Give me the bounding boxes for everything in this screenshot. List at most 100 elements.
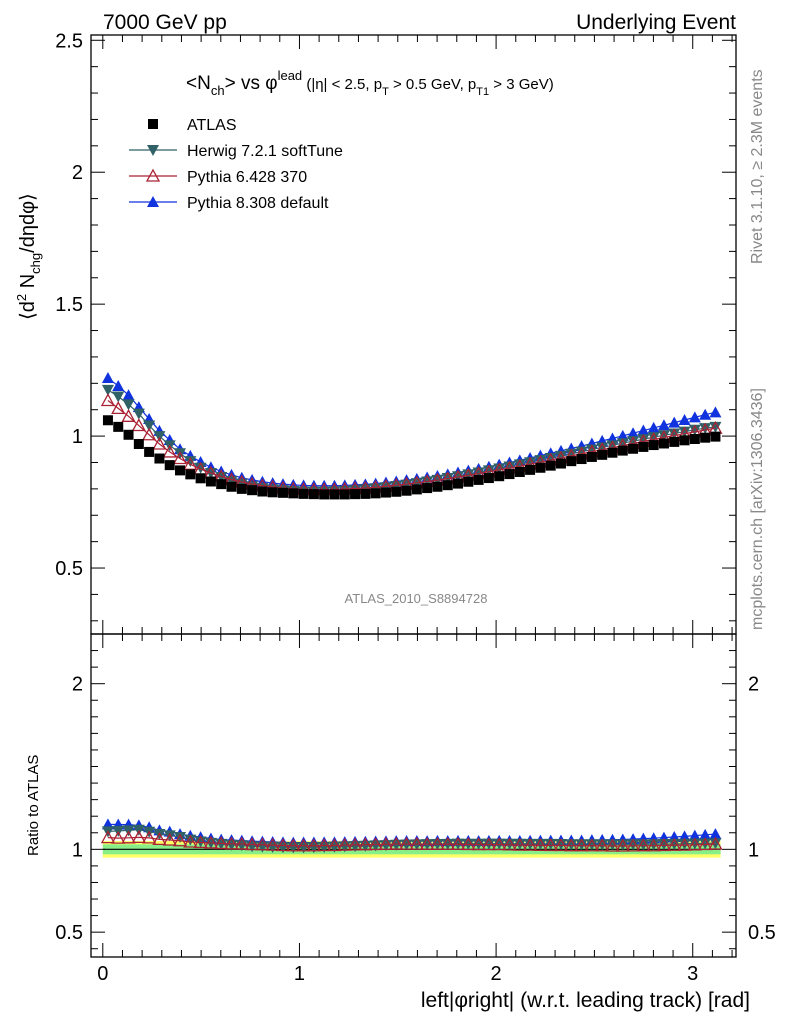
ratio-point-pythia-6-428-370 [358,837,373,851]
ratio-point-pythia-6-428-370 [111,830,126,844]
ratio-point-herwig-7-2-1-softtune [616,839,629,851]
ratio-point-pythia-6-428-370 [502,837,517,851]
ratio-point-herwig-7-2-1-softtune [575,839,588,851]
ratio-point-pythia-6-428-370 [481,837,497,851]
tick-labels-group: 0.5 1 1.5 2 2.5 0.5 0.5 1 1 2 2 0 1 2 3 [55,30,776,985]
ratio-y-tick-label: 2 [72,674,83,696]
main-point-atlas [226,481,237,492]
ratio-y-tick-label-right: 2 [748,674,759,696]
main-point-atlas [133,439,144,450]
axes-group [90,34,737,958]
main-point-atlas [185,469,196,480]
main-point-pythia-6-428-370 [111,401,126,415]
main-point-herwig-7-2-1-softtune [184,456,197,468]
legend-label-atlas: ATLAS [187,117,237,134]
ticks-group [91,35,736,957]
ratio-point-pythia-6-428-370 [605,838,620,852]
main-point-atlas [576,454,587,465]
main-point-atlas [195,473,206,484]
main-point-atlas [545,460,556,471]
ratio-point-pythia-6-428-370 [265,837,280,851]
main-point-atlas [277,487,288,498]
ratio-y-tick-label: 1 [72,839,83,861]
x-tick-label: 2 [491,963,502,985]
main-point-atlas [113,421,124,432]
main-point-atlas [164,460,175,471]
main-point-pythia-8-308-default [637,424,650,436]
main-point-pythia-8-308-default [709,406,722,418]
ratio-point-pythia-6-428-370 [471,837,486,851]
ratio-point-pythia-6-428-370 [492,837,507,851]
main-point-atlas [504,469,515,480]
main-point-atlas [453,478,464,489]
ratio-point-herwig-7-2-1-softtune [554,838,567,850]
ratio-point-herwig-7-2-1-softtune [410,839,423,851]
ratio-point-pythia-6-428-370 [574,838,589,852]
ratio-point-pythia-6-428-370 [450,836,466,850]
main-point-herwig-7-2-1-softtune [647,432,660,444]
ylabel-chg-sub: chg [28,253,43,274]
ratio-point-herwig-7-2-1-softtune [174,831,187,843]
main-point-atlas [535,462,546,473]
ratio-point-pythia-8-308-default [688,829,701,841]
ratio-point-herwig-7-2-1-softtune [513,838,526,850]
main-point-atlas [339,489,350,500]
main-point-herwig-7-2-1-softtune [606,440,619,452]
main-point-atlas [236,483,247,494]
main-point-pythia-8-308-default [122,389,135,401]
ratio-point-pythia-6-428-370 [255,837,270,851]
title-t2-sub: T1 [476,86,489,98]
main-point-atlas [483,473,494,484]
analysis-watermark: ATLAS_2010_S8894728 [345,591,488,606]
ratio-point-pythia-6-428-370 [522,837,538,851]
main-point-atlas [473,474,484,485]
main-point-atlas [648,440,659,451]
main-point-herwig-7-2-1-softtune [565,448,578,460]
ratio-point-pythia-6-428-370 [131,830,146,844]
main-point-herwig-7-2-1-softtune [410,478,423,490]
ratio-panel-frame [90,633,737,958]
ratio-point-pythia-6-428-370 [172,833,188,847]
main-point-atlas [350,489,361,500]
main-y-tick-label: 1.5 [55,294,83,316]
main-point-atlas [102,415,113,426]
main-point-pythia-6-428-370 [162,444,177,458]
title-t1-sub: T [382,86,389,98]
ratio-y-tick-label-right: 0.5 [748,922,776,944]
main-point-herwig-7-2-1-softtune [585,444,598,456]
main-point-herwig-7-2-1-softtune [482,465,495,477]
ratio-point-pythia-6-428-370 [368,837,383,851]
main-point-atlas [205,476,216,487]
ratio-point-pythia-6-428-370 [193,835,208,849]
ratio-point-herwig-7-2-1-softtune [565,839,578,851]
ylabel-n: N [17,274,39,294]
ratio-point-herwig-7-2-1-softtune [647,839,660,851]
ratio-point-pythia-6-428-370 [698,837,713,851]
main-point-atlas [380,487,391,498]
main-point-atlas [597,449,608,460]
main-point-atlas [144,446,155,457]
main-point-atlas [566,456,577,467]
title-lead-sup: lead [278,68,303,83]
ratio-point-herwig-7-2-1-softtune [657,839,670,851]
title-n: N [197,73,211,94]
main-point-atlas [319,489,330,500]
ratio-point-herwig-7-2-1-softtune [596,839,609,851]
header-left: 7000 GeV pp [103,11,227,34]
main-point-atlas [658,438,669,449]
ratio-point-pythia-6-428-370 [687,837,702,851]
ratio-point-pythia-6-428-370 [121,830,136,844]
main-point-pythia-8-308-default [688,411,701,423]
ratio-point-herwig-7-2-1-softtune [524,838,537,850]
main-point-atlas [442,480,453,491]
main-point-atlas [586,451,597,462]
ratio-point-pythia-6-428-370 [656,838,672,852]
main-point-herwig-7-2-1-softtune [503,461,516,473]
main-point-atlas [360,488,371,499]
title-phi: φ [265,73,277,94]
ratio-point-pythia-6-428-370 [286,838,301,852]
ratio-point-pythia-6-428-370 [306,838,321,852]
x-tick-label: 3 [687,963,698,985]
main-point-atlas [411,484,422,495]
